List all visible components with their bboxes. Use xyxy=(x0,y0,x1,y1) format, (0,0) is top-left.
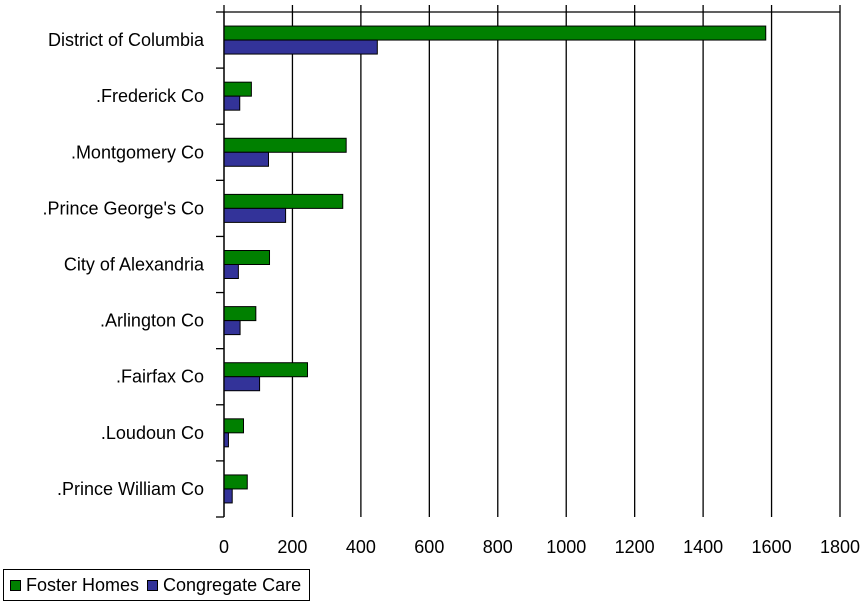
bar-congregate-care-8 xyxy=(223,488,233,504)
bar-foster-homes-1 xyxy=(223,81,252,97)
legend-label-foster-homes: Foster Homes xyxy=(26,574,140,595)
category-label-7: .Loudoun Co xyxy=(101,423,204,443)
bar-foster-homes-4 xyxy=(223,250,271,265)
category-label-2: .Montgomery Co xyxy=(71,142,204,162)
bar-congregate-care-3 xyxy=(223,207,287,223)
x-tick-label-8: 1600 xyxy=(752,537,792,557)
bar-foster-homes-2 xyxy=(223,137,347,153)
x-tick-label-3: 600 xyxy=(414,537,444,557)
bar-foster-homes-5 xyxy=(223,306,257,322)
bar-foster-homes-7 xyxy=(223,418,245,434)
bar-congregate-care-0 xyxy=(223,39,378,55)
bar-foster-homes-8 xyxy=(223,474,248,490)
bar-congregate-care-6 xyxy=(223,376,261,392)
bar-congregate-care-2 xyxy=(223,151,269,167)
x-tick-label-5: 1000 xyxy=(546,537,586,557)
x-tick-label-6: 1200 xyxy=(615,537,655,557)
category-label-1: .Frederick Co xyxy=(96,86,204,106)
x-tick-label-0: 0 xyxy=(219,537,229,557)
category-label-4: City of Alexandria xyxy=(64,255,205,275)
bar-congregate-care-1 xyxy=(223,95,241,111)
legend-item-foster-homes: Foster Homes xyxy=(10,575,139,596)
category-label-8: .Prince William Co xyxy=(57,479,204,499)
legend-label-congregate-care: Congregate Care xyxy=(163,574,302,595)
legend: Foster Homes Congregate Care xyxy=(3,569,311,601)
x-tick-label-4: 800 xyxy=(483,537,513,557)
x-tick-label-9: 1800 xyxy=(820,537,860,557)
bar-foster-homes-6 xyxy=(223,362,309,378)
category-label-6: .Fairfax Co xyxy=(116,367,204,387)
x-tick-label-1: 200 xyxy=(277,537,307,557)
x-tick-label-7: 1400 xyxy=(683,537,723,557)
legend-swatch-congregate-care xyxy=(147,579,159,591)
bar-congregate-care-7 xyxy=(223,432,229,448)
x-tick-label-2: 400 xyxy=(346,537,376,557)
category-label-5: .Arlington Co xyxy=(100,311,204,331)
legend-item-congregate-care: Congregate Care xyxy=(147,575,301,596)
bar-congregate-care-5 xyxy=(223,320,241,336)
bar-congregate-care-4 xyxy=(223,264,239,279)
category-label-3: .Prince George's Co xyxy=(42,198,204,218)
bar-foster-homes-3 xyxy=(223,193,344,209)
category-label-0: District of Columbia xyxy=(48,30,205,50)
legend-swatch-foster-homes xyxy=(10,579,21,591)
bar-foster-homes-0 xyxy=(223,25,767,41)
